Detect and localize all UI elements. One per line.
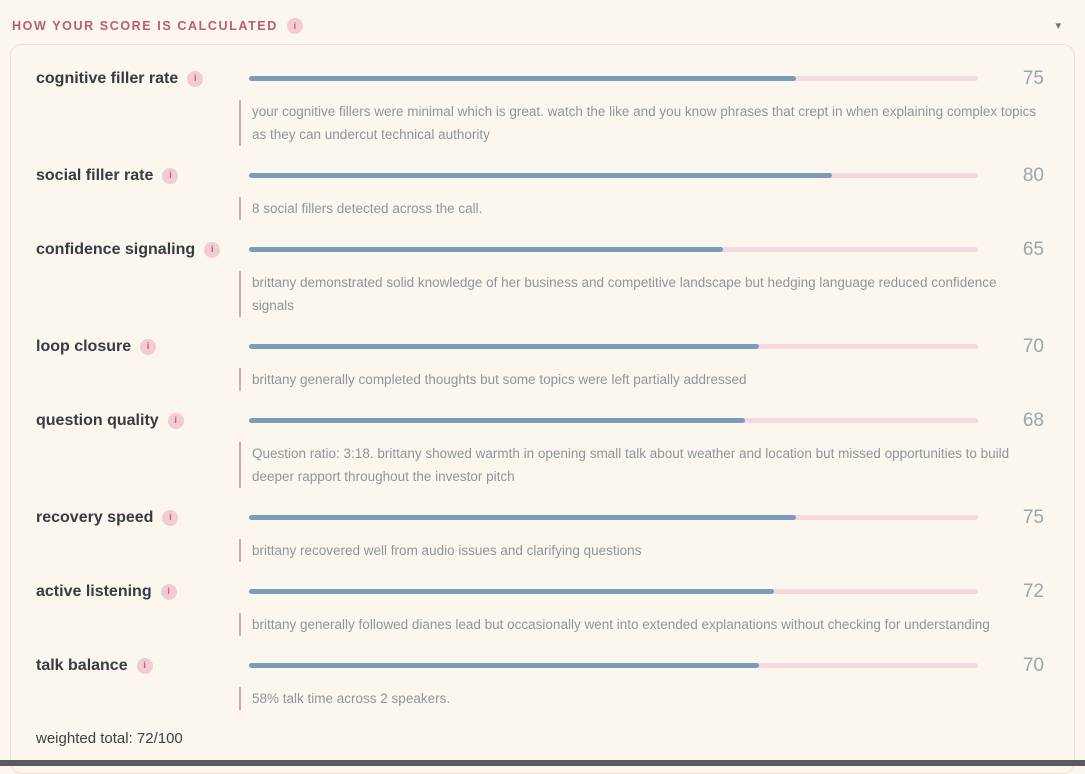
metric-description: brittany generally completed thoughts bu… <box>239 368 1039 391</box>
metric-score: 80 <box>1022 165 1044 186</box>
metric-score: 70 <box>1022 655 1044 676</box>
metric-top: cognitive filler rate i 75 <box>36 69 1044 88</box>
metric-label: loop closure <box>36 337 132 355</box>
metric-bar-track <box>249 344 978 349</box>
metric-row: recovery speed i 75 brittany recovered w… <box>36 508 1044 562</box>
metric-label: question quality <box>36 411 159 429</box>
metric-label-col: active listening i <box>36 583 249 601</box>
chevron-down-icon[interactable]: ▾ <box>1055 19 1061 32</box>
metric-bar-fill <box>249 663 760 668</box>
metric-description: 58% talk time across 2 speakers. <box>239 687 1039 710</box>
metric-top: confidence signaling i 65 <box>36 240 1044 259</box>
metric-row: talk balance i 70 58% talk time across 2… <box>36 656 1044 710</box>
info-icon[interactable]: i <box>187 70 204 87</box>
metric-label: active listening <box>36 582 152 600</box>
metric-row: social filler rate i 80 8 social fillers… <box>36 166 1044 220</box>
metric-bar-fill <box>249 589 774 594</box>
metric-description: brittany demonstrated solid knowledge of… <box>239 271 1039 317</box>
metric-label: cognitive filler rate <box>36 69 179 87</box>
metric-label: recovery speed <box>36 508 154 526</box>
metric-top: active listening i 72 <box>36 582 1044 601</box>
info-icon[interactable]: i <box>204 241 221 258</box>
metric-top: recovery speed i 75 <box>36 508 1044 527</box>
metric-score: 70 <box>1022 336 1044 357</box>
metric-description: your cognitive fillers were minimal whic… <box>239 100 1039 146</box>
metric-description: brittany recovered well from audio issue… <box>239 539 1039 562</box>
metric-bar-fill <box>249 76 796 81</box>
metric-bar-track <box>249 663 978 668</box>
metric-score: 72 <box>1022 581 1044 602</box>
metric-label-col: confidence signaling i <box>36 241 249 259</box>
info-icon[interactable]: i <box>136 657 153 674</box>
metric-label-col: loop closure i <box>36 338 249 356</box>
metric-row: cognitive filler rate i 75 your cognitiv… <box>36 69 1044 146</box>
metric-label: talk balance <box>36 656 128 674</box>
metric-bar-fill <box>249 344 760 349</box>
metric-top: social filler rate i 80 <box>36 166 1044 185</box>
score-card: cognitive filler rate i 75 your cognitiv… <box>10 44 1075 774</box>
weighted-total: weighted total: 72/100 <box>36 730 183 747</box>
metric-description: brittany generally followed dianes lead … <box>239 613 1039 636</box>
metric-label: confidence signaling <box>36 240 196 258</box>
metric-label-col: cognitive filler rate i <box>36 70 249 88</box>
metric-row: active listening i 72 brittany generally… <box>36 582 1044 636</box>
section-header-left: HOW YOUR SCORE IS CALCULATED i <box>12 18 303 34</box>
metric-label: social filler rate <box>36 166 154 184</box>
metric-label-col: question quality i <box>36 412 249 430</box>
metric-label-col: social filler rate i <box>36 167 249 185</box>
info-icon[interactable]: i <box>140 338 157 355</box>
metric-bar-fill <box>249 515 796 520</box>
metric-row: confidence signaling i 65 brittany demon… <box>36 240 1044 317</box>
metric-bar-track <box>249 589 978 594</box>
section-header[interactable]: HOW YOUR SCORE IS CALCULATED i ▾ <box>10 12 1075 44</box>
metrics-list: cognitive filler rate i 75 your cognitiv… <box>36 69 1044 710</box>
metric-score: 75 <box>1022 68 1044 89</box>
metric-bar-fill <box>249 173 833 178</box>
bottom-edge-bar <box>0 760 1085 766</box>
metric-score: 75 <box>1022 507 1044 528</box>
metric-label-col: recovery speed i <box>36 509 249 527</box>
metric-top: question quality i 68 <box>36 411 1044 430</box>
metric-description: 8 social fillers detected across the cal… <box>239 197 1039 220</box>
metric-label-col: talk balance i <box>36 657 249 675</box>
metric-top: loop closure i 70 <box>36 337 1044 356</box>
info-icon[interactable]: i <box>160 583 177 600</box>
info-icon[interactable]: i <box>167 412 184 429</box>
metric-bar-fill <box>249 247 723 252</box>
metric-bar-track <box>249 76 978 81</box>
metric-row: question quality i 68 Question ratio: 3:… <box>36 411 1044 488</box>
metric-bar-fill <box>249 418 745 423</box>
info-icon[interactable]: i <box>162 509 179 526</box>
metric-bar-track <box>249 247 978 252</box>
metric-top: talk balance i 70 <box>36 656 1044 675</box>
metric-bar-track <box>249 515 978 520</box>
metric-bar-track <box>249 418 978 423</box>
metric-row: loop closure i 70 brittany generally com… <box>36 337 1044 391</box>
info-icon[interactable]: i <box>162 167 179 184</box>
metric-bar-track <box>249 173 978 178</box>
metric-score: 68 <box>1022 410 1044 431</box>
info-icon[interactable]: i <box>286 18 303 34</box>
metric-score: 65 <box>1022 239 1044 260</box>
section-title: HOW YOUR SCORE IS CALCULATED <box>12 19 278 33</box>
metric-description: Question ratio: 3:18. brittany showed wa… <box>239 442 1039 488</box>
